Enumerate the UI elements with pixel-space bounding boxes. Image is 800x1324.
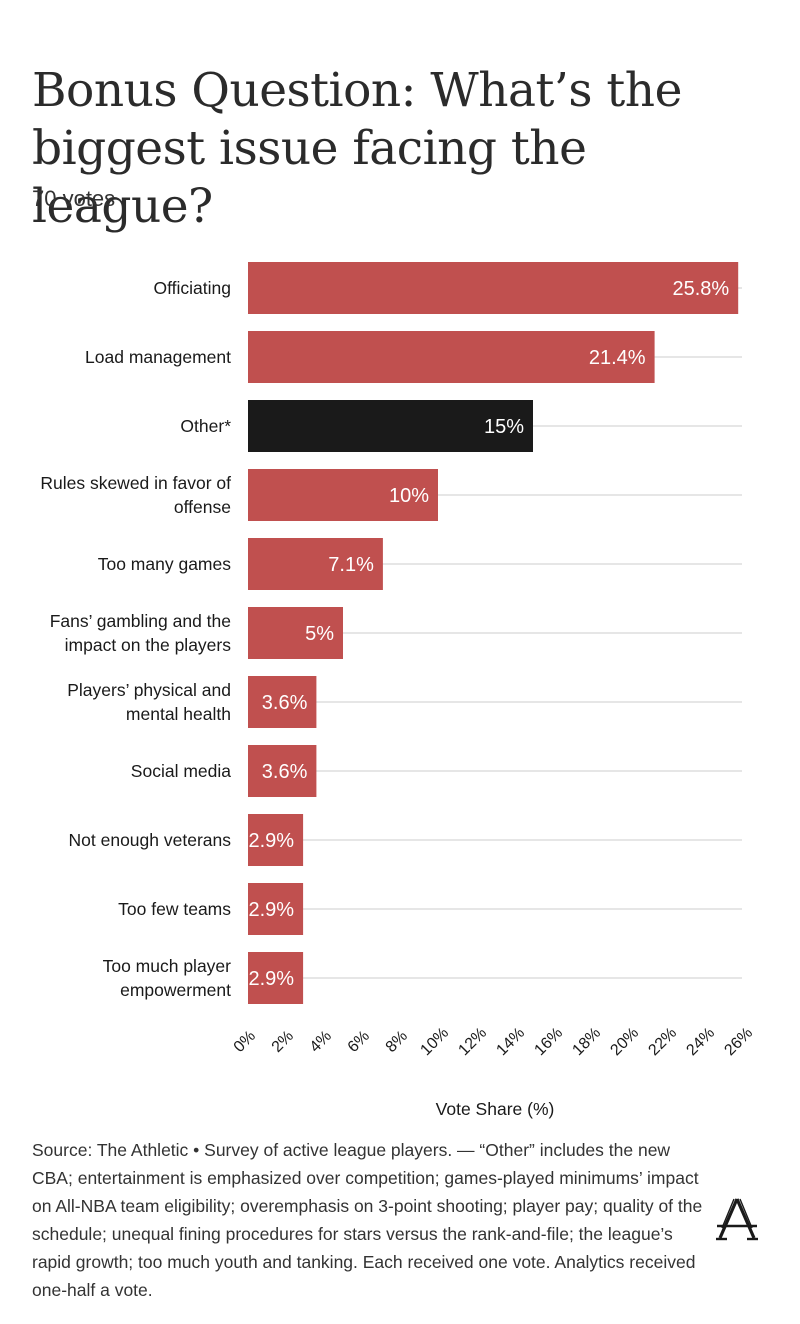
chart-title: Bonus Question: What’s the biggest issue… xyxy=(32,63,682,234)
data-label: 10% xyxy=(389,485,429,507)
category-label: Rules skewed in favor of xyxy=(40,473,231,493)
data-label: 5% xyxy=(305,623,334,645)
category-label: Too many games xyxy=(98,554,232,574)
vote-count: 70 votes xyxy=(32,186,116,211)
category-label: empowerment xyxy=(120,980,231,1000)
x-tick-label: 26% xyxy=(721,1024,756,1059)
data-label: 7.1% xyxy=(328,554,374,576)
x-tick-label: 12% xyxy=(455,1024,490,1059)
x-tick-label: 22% xyxy=(645,1024,680,1059)
bar xyxy=(248,745,317,797)
data-label: 2.9% xyxy=(249,968,295,990)
data-label: 2.9% xyxy=(249,830,295,852)
x-tick-label: 6% xyxy=(345,1028,373,1056)
bar xyxy=(248,814,304,866)
the-athletic-logo xyxy=(716,1198,758,1241)
x-tick-label: 4% xyxy=(307,1028,335,1056)
bar xyxy=(248,331,655,383)
bar xyxy=(248,262,739,314)
x-tick-label: 2% xyxy=(269,1028,297,1056)
category-label: offense xyxy=(174,497,231,517)
x-tick-label: 10% xyxy=(417,1024,452,1059)
x-axis-label: Vote Share (%) xyxy=(436,1099,555,1119)
data-label: 3.6% xyxy=(262,761,308,783)
bar xyxy=(248,883,304,935)
x-tick-label: 0% xyxy=(231,1028,259,1056)
category-label: Social media xyxy=(131,761,231,781)
category-label: Fans’ gambling and the xyxy=(50,611,231,631)
source-note: Source: The Athletic • Survey of active … xyxy=(32,1140,703,1300)
data-label: 15% xyxy=(484,416,524,438)
bar xyxy=(248,607,343,659)
bar-chart: Officiating 25.8% Load management 21.4% Othe… xyxy=(40,262,756,1119)
x-tick-label: 14% xyxy=(493,1024,528,1059)
x-tick-label: 18% xyxy=(569,1024,604,1059)
x-tick-label: 20% xyxy=(607,1024,642,1059)
x-tick-label: 8% xyxy=(383,1028,411,1056)
category-label: Too much player xyxy=(103,956,232,976)
bar xyxy=(248,538,383,590)
bar xyxy=(248,400,533,452)
category-label: Officiating xyxy=(154,278,232,298)
category-label: impact on the players xyxy=(65,635,232,655)
bar xyxy=(248,952,304,1004)
bar xyxy=(248,469,438,521)
x-tick-label: 16% xyxy=(531,1024,566,1059)
category-label: Not enough veterans xyxy=(69,830,232,850)
category-label: Too few teams xyxy=(118,899,231,919)
category-label: Load management xyxy=(85,347,231,367)
data-label: 3.6% xyxy=(262,692,308,714)
bar xyxy=(248,676,317,728)
data-label: 25.8% xyxy=(672,278,729,300)
data-label: 2.9% xyxy=(249,899,295,921)
category-label: Other* xyxy=(180,416,231,436)
x-tick-label: 24% xyxy=(683,1024,718,1059)
category-label: Players’ physical and xyxy=(67,680,231,700)
data-label: 21.4% xyxy=(589,347,646,369)
category-label: mental health xyxy=(126,704,231,724)
